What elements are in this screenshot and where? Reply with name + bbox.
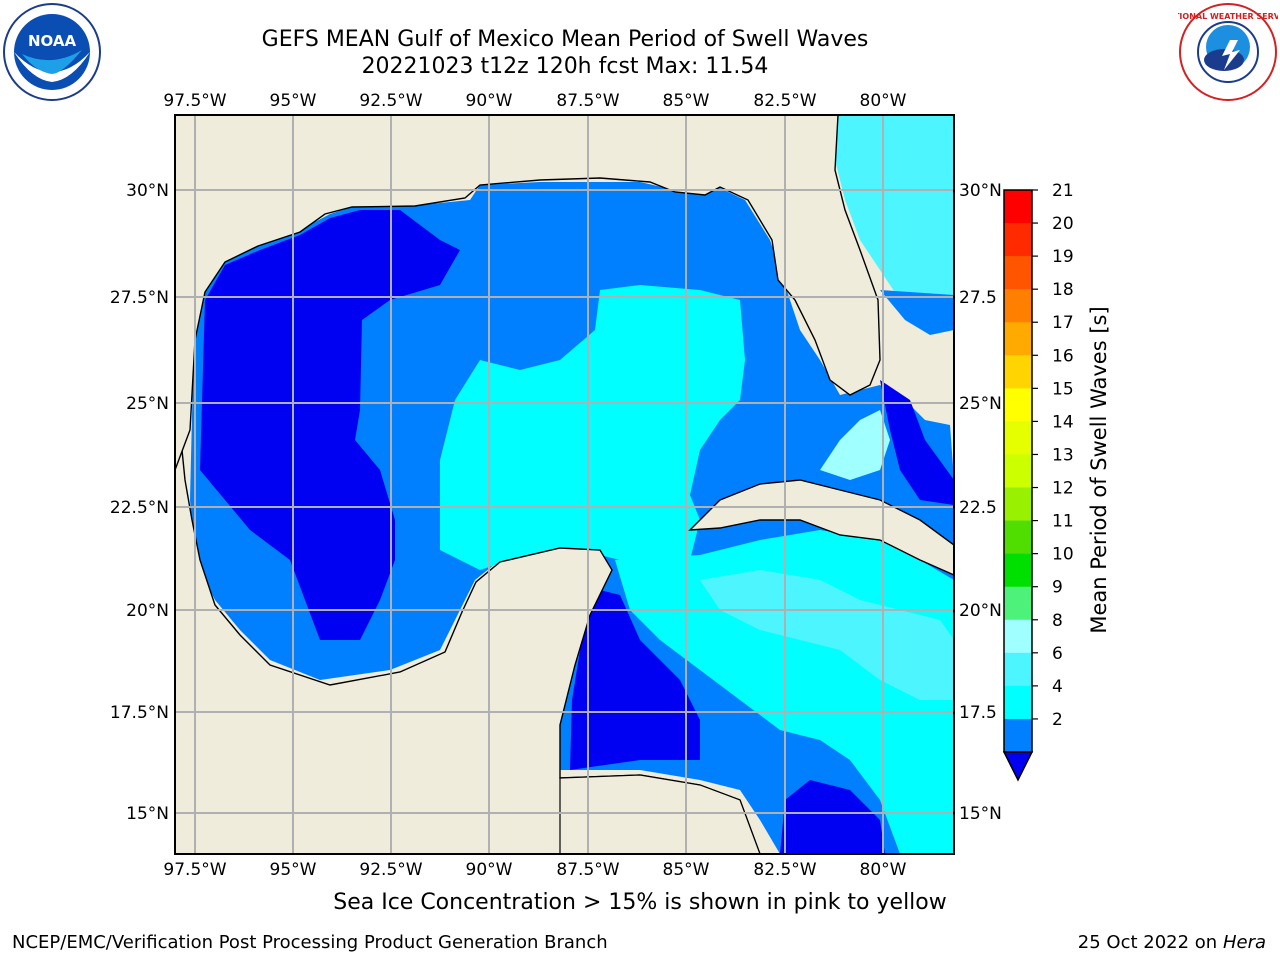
noaa-logo: NOAA bbox=[3, 3, 101, 101]
colorbar-tick-label: 14 bbox=[1052, 412, 1074, 432]
gulf-coast-land bbox=[175, 115, 881, 471]
colorbar-tick-label: 12 bbox=[1052, 479, 1074, 499]
colorbar-tick-label: 4 bbox=[1052, 677, 1063, 697]
colorbar-tick-label: 9 bbox=[1052, 578, 1063, 598]
colorbar-segment bbox=[1004, 190, 1032, 224]
colorbar-tick-label: 6 bbox=[1052, 644, 1063, 664]
colorbar-tick-label: 2 bbox=[1052, 710, 1063, 730]
lon-label: 85°W bbox=[663, 91, 710, 111]
colorbar-tick-label: 15 bbox=[1052, 379, 1074, 399]
lon-label: 90°W bbox=[466, 91, 513, 111]
lon-label: 85°W bbox=[663, 860, 710, 880]
colorbar-tick-label: 8 bbox=[1052, 611, 1063, 631]
colorbar-frame bbox=[1003, 189, 1033, 753]
lon-label: 95°W bbox=[270, 91, 317, 111]
colorbar-segment bbox=[1004, 487, 1032, 522]
lat-label: 27.5°N bbox=[110, 288, 169, 308]
colorbar-extend-arrow bbox=[1002, 751, 1034, 782]
caribbean-light-cyan bbox=[700, 570, 954, 700]
lat-label: 20°N bbox=[126, 601, 169, 621]
colorbar-tick-label: 21 bbox=[1052, 181, 1074, 201]
lon-label: 87.5°W bbox=[556, 860, 619, 880]
lat-label: 30°N bbox=[126, 181, 169, 201]
colorbar-tick-label: 18 bbox=[1052, 280, 1074, 300]
footer-credit: NCEP/EMC/Verification Post Processing Pr… bbox=[12, 932, 608, 953]
colorbar-segment bbox=[1004, 355, 1032, 389]
lat-label: 22.5 bbox=[959, 498, 997, 518]
colorbar-tick-label: 11 bbox=[1052, 512, 1074, 532]
lat-label: 17.5 bbox=[959, 703, 997, 723]
colorbar-segment bbox=[1004, 586, 1032, 621]
nws-logo-text: NATIONAL WEATHER SERVICE bbox=[1178, 12, 1278, 21]
colorbar-segment bbox=[1004, 454, 1032, 489]
western-gulf-dark bbox=[200, 210, 460, 640]
colorbar-segment bbox=[1004, 652, 1032, 687]
colorbar-tick-label: 17 bbox=[1052, 313, 1074, 333]
lat-label: 22.5°N bbox=[110, 498, 169, 518]
lon-label: 90°W bbox=[466, 860, 513, 880]
footer-host: Hera bbox=[1222, 932, 1266, 953]
lat-label: 17.5°N bbox=[110, 703, 169, 723]
colorbar-tick-label: 16 bbox=[1052, 346, 1074, 366]
national-weather-service-logo: NATIONAL WEATHER SERVICE bbox=[1178, 3, 1278, 101]
se-caribbean-dark bbox=[780, 780, 885, 854]
colorbar-label: Mean Period of Swell Waves [s] bbox=[1087, 306, 1111, 633]
colorbar-segment bbox=[1004, 619, 1032, 654]
lat-labels-left: 30°N 27.5°N 25°N 22.5°N 20°N 17.5°N 15°N bbox=[110, 181, 169, 824]
colorbar-segment bbox=[1004, 388, 1032, 422]
cuba-land bbox=[688, 479, 954, 576]
lon-label: 92.5°W bbox=[359, 860, 422, 880]
colorbar: 21 20 19 18 17 16 15 14 13 12 11 10 9 8 6 4 2 bbox=[1002, 181, 1074, 782]
lat-label: 25°N bbox=[959, 394, 1002, 414]
colorbar-tick-label: 13 bbox=[1052, 445, 1074, 465]
lon-label: 95°W bbox=[270, 860, 317, 880]
lon-label: 80°W bbox=[860, 91, 907, 111]
lon-label: 82.5°W bbox=[753, 91, 816, 111]
colorbar-tick-label: 19 bbox=[1052, 247, 1074, 267]
lat-label: 27.5 bbox=[959, 288, 997, 308]
florida-straits-light bbox=[820, 410, 890, 480]
lon-labels-bottom: 97.5°W 95°W 92.5°W 90°W 87.5°W 85°W 82.5… bbox=[163, 860, 906, 880]
central-america-land bbox=[559, 774, 761, 854]
chart-title: GEFS MEAN Gulf of Mexico Mean Period of … bbox=[261, 27, 869, 52]
chart-subtitle: 20221023 t12z 120h fcst Max: 11.54 bbox=[361, 54, 769, 79]
lon-label: 87.5°W bbox=[556, 91, 619, 111]
lat-label: 15°N bbox=[959, 804, 1002, 824]
graticule bbox=[175, 115, 954, 854]
lon-label: 80°W bbox=[860, 860, 907, 880]
colorbar-segment bbox=[1004, 223, 1032, 257]
nw-caribbean-dark bbox=[570, 590, 700, 770]
map-area bbox=[175, 115, 954, 854]
central-gulf-cyan bbox=[440, 285, 745, 570]
colorbar-segment bbox=[1004, 553, 1032, 588]
atlantic-cyan bbox=[835, 115, 954, 300]
colorbar-tick-label: 10 bbox=[1052, 545, 1074, 565]
atlantic-blue-band bbox=[880, 290, 954, 335]
footer-date: 25 Oct 2022 on Hera bbox=[1078, 932, 1266, 953]
colorbar-segment bbox=[1004, 322, 1032, 356]
colorbar-segment bbox=[1004, 520, 1032, 555]
colorbar-segment bbox=[1004, 421, 1032, 455]
bahamas-blue bbox=[880, 380, 954, 505]
noaa-logo-text: NOAA bbox=[28, 32, 77, 50]
lon-label: 97.5°W bbox=[163, 860, 226, 880]
colorbar-segment bbox=[1004, 256, 1032, 290]
lat-label: 20°N bbox=[959, 601, 1002, 621]
lat-label: 30°N bbox=[959, 181, 1002, 201]
map-frame bbox=[174, 114, 955, 855]
lon-labels-top: 97.5°W 95°W 92.5°W 90°W 87.5°W 85°W 82.5… bbox=[163, 91, 906, 111]
lat-labels-right: 30°N 27.5 25°N 22.5 20°N 17.5 15°N bbox=[959, 181, 1002, 824]
lon-label: 82.5°W bbox=[753, 860, 816, 880]
colorbar-segment bbox=[1004, 685, 1032, 720]
lon-label: 92.5°W bbox=[359, 91, 422, 111]
sea-ice-caption: Sea Ice Concentration > 15% is shown in … bbox=[333, 890, 947, 915]
lat-label: 25°N bbox=[126, 394, 169, 414]
colorbar-segment bbox=[1004, 718, 1032, 753]
lon-label: 97.5°W bbox=[163, 91, 226, 111]
footer-date-text: 25 Oct 2022 on bbox=[1077, 932, 1223, 953]
colorbar-segment bbox=[1004, 289, 1032, 323]
colorbar-tick-label: 20 bbox=[1052, 214, 1074, 234]
lat-label: 15°N bbox=[126, 804, 169, 824]
